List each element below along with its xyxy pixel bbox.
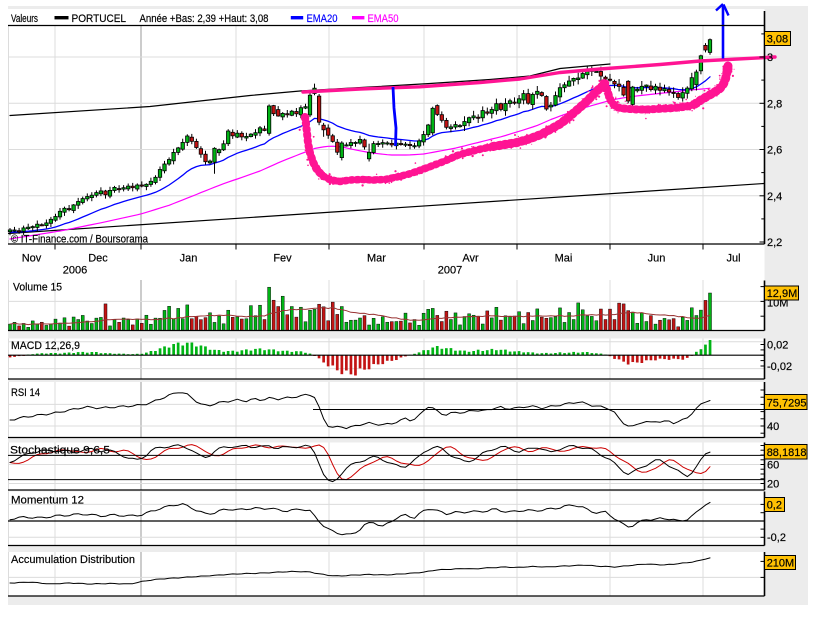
svg-text:Avr: Avr bbox=[462, 253, 479, 265]
svg-text:Valeurs: Valeurs bbox=[11, 13, 38, 25]
svg-text:Dec: Dec bbox=[88, 253, 108, 265]
svg-text:© IT-Finance.com / Boursorama: © IT-Finance.com / Boursorama bbox=[11, 234, 149, 246]
svg-text:0,02: 0,02 bbox=[767, 340, 788, 352]
svg-text:Stochastique 9,6,5: Stochastique 9,6,5 bbox=[10, 445, 110, 457]
svg-text:0,2: 0,2 bbox=[767, 499, 782, 511]
svg-text:88,1818: 88,1818 bbox=[767, 447, 807, 459]
svg-text:EMA50: EMA50 bbox=[368, 13, 399, 25]
svg-text:2007: 2007 bbox=[438, 265, 462, 277]
svg-text:RSI 14: RSI 14 bbox=[11, 387, 40, 399]
svg-text:PORTUCEL: PORTUCEL bbox=[72, 13, 127, 25]
svg-text:Volume 15: Volume 15 bbox=[13, 282, 62, 294]
svg-text:2,6: 2,6 bbox=[767, 145, 782, 157]
svg-text:Jan: Jan bbox=[180, 253, 198, 265]
svg-text:-0,02: -0,02 bbox=[767, 361, 792, 373]
svg-text:-0,2: -0,2 bbox=[767, 532, 786, 544]
svg-text:Fev: Fev bbox=[273, 253, 292, 265]
svg-text:Momentum 12: Momentum 12 bbox=[11, 495, 84, 507]
svg-text:Accumulation Distribution: Accumulation Distribution bbox=[11, 554, 135, 566]
svg-text:60: 60 bbox=[767, 460, 779, 472]
svg-text:20: 20 bbox=[767, 479, 779, 491]
svg-text:EMA20: EMA20 bbox=[307, 13, 338, 25]
svg-text:Année +Bas: 2,39 +Haut: 3,08: Année +Bas: 2,39 +Haut: 3,08 bbox=[140, 13, 269, 25]
svg-text:Nov: Nov bbox=[22, 253, 42, 265]
svg-text:2,8: 2,8 bbox=[767, 98, 782, 110]
svg-text:Mar: Mar bbox=[367, 253, 386, 265]
svg-text:75,7295: 75,7295 bbox=[767, 397, 807, 409]
svg-text:2,2: 2,2 bbox=[767, 237, 782, 249]
svg-text:Mai: Mai bbox=[555, 253, 573, 265]
svg-text:MACD 12,26,9: MACD 12,26,9 bbox=[11, 340, 80, 352]
svg-text:Jul: Jul bbox=[726, 253, 740, 265]
svg-text:40: 40 bbox=[767, 421, 779, 433]
svg-text:12,9M: 12,9M bbox=[767, 288, 798, 300]
svg-text:210M: 210M bbox=[767, 557, 795, 569]
svg-text:3,08: 3,08 bbox=[767, 33, 788, 45]
svg-text:3: 3 bbox=[767, 52, 773, 64]
svg-text:2006: 2006 bbox=[63, 265, 87, 277]
svg-text:2,4: 2,4 bbox=[767, 191, 782, 203]
svg-text:Jun: Jun bbox=[648, 253, 666, 265]
